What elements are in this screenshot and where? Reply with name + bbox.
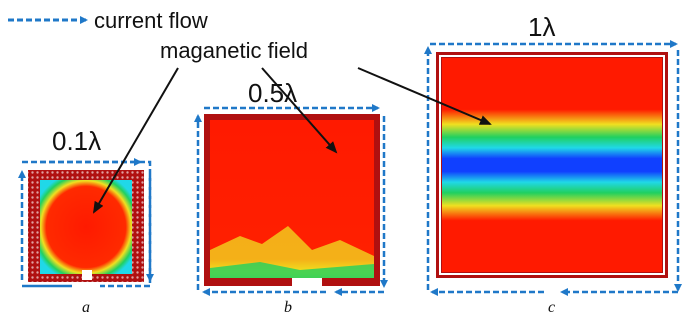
panel-b-field-edge-low — [210, 262, 374, 278]
panel-a-size-label: 0.1λ — [52, 126, 101, 156]
panel-c-field — [442, 58, 662, 272]
legend: current flow maganetic field — [8, 8, 308, 63]
panel-c-size-label: 1λ — [528, 12, 555, 42]
legend-magnetic-field-label: maganetic field — [160, 38, 308, 63]
panel-a-gap — [82, 270, 92, 280]
panel-a: 0.1λ a — [18, 126, 154, 316]
panel-b-gap — [292, 278, 322, 286]
panel-c-inner-edge — [439, 55, 665, 275]
panel-b: 0.5λ b — [194, 78, 388, 316]
field-pointer-a — [92, 67, 179, 214]
panel-c-caption: c — [548, 299, 555, 316]
panel-c: 1λ c — [424, 12, 682, 316]
panel-b-caption: b — [284, 299, 292, 316]
legend-current-flow-label: current flow — [94, 8, 208, 33]
field-pointer-b — [261, 67, 338, 154]
panel-b-size-label: 0.5λ — [248, 78, 297, 108]
field-pointer-c — [357, 67, 492, 125]
panel-a-field — [40, 180, 132, 274]
panel-a-caption: a — [82, 299, 90, 316]
